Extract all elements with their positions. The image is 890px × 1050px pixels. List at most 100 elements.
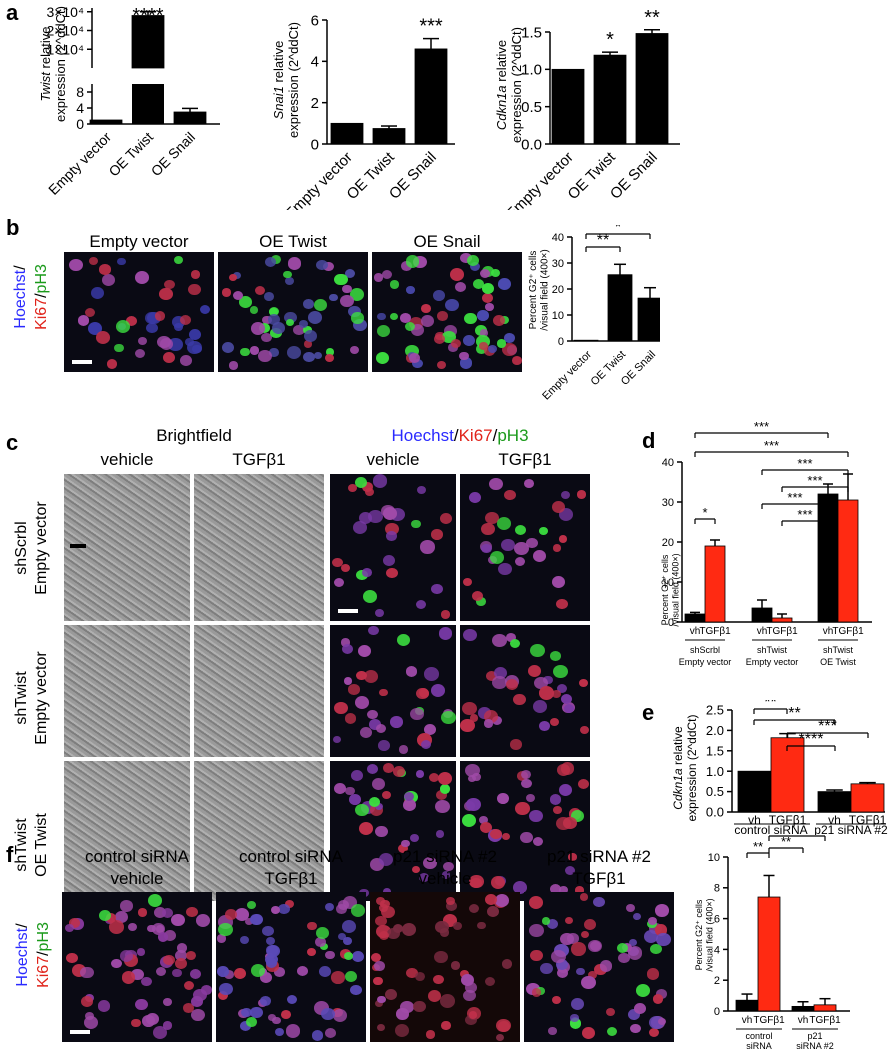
nucleus [325,1027,337,1038]
nucleus [254,285,266,295]
nucleus [329,293,338,301]
nucleus [581,1027,595,1040]
nucleus [570,809,584,822]
nucleus [307,310,322,324]
y-axis-tick-label: 1.0 [706,764,724,779]
nucleus [501,958,513,969]
group-label: shTwist [757,645,788,655]
brightfield-title: Brightfield [156,426,232,445]
series-label: TGFβ1 [809,1015,841,1026]
series-label: vh [742,1015,753,1026]
nucleus [266,945,278,956]
brightfield-image-r2c1 [64,625,190,757]
nucleus [405,322,416,332]
series-label: TGFβ1 [766,626,798,637]
brightfield-image-r3c1 [64,761,190,901]
nucleus [386,567,398,579]
group-label: Empty vector [679,657,732,667]
x-tick-label: Empty vector [45,129,114,198]
nucleus [506,633,517,643]
nucleus [381,269,392,279]
micrograph-b-oe-snail [372,252,522,372]
nucleus [315,927,330,940]
nucleus [216,934,227,943]
nucleus [440,710,456,724]
nucleus [66,952,78,963]
sig-bracket-label: *** [807,473,822,488]
nucleus [265,257,277,268]
bar-vh [735,999,759,1012]
nucleus [492,314,505,326]
nucleus [216,966,229,977]
nucleus [228,273,237,282]
bar-TGFβ1 [704,545,726,623]
nucleus [513,541,529,556]
sig-bracket-label: ** [753,839,763,854]
nucleus [374,915,387,927]
nucleus [444,298,460,312]
nucleus [134,348,146,359]
nucleus [137,908,148,917]
y-axis-tick-label: 6 [714,913,720,925]
bar-vh [684,613,706,623]
nucleus [106,359,118,369]
nucleus [441,871,451,879]
y-axis-tick-label: 10 [708,852,720,864]
nucleus [381,905,396,919]
nucleus [355,803,370,817]
nucleus [153,907,166,919]
nucleus [561,490,571,499]
nucleus [402,799,416,811]
nucleus [470,714,479,722]
bar-vh [751,607,773,623]
nucleus [332,557,343,568]
fluorescence-image-r1c4 [460,474,590,621]
nucleus [521,778,532,788]
nucleus [298,319,308,328]
y-axis-tick-label: 2 [311,95,319,112]
nucleus [460,718,475,732]
nucleus [497,517,512,531]
nucleus [377,995,386,1004]
nucleus [465,1014,477,1025]
nucleus [420,739,432,749]
y-axis-tick-label: 4 [311,54,319,71]
nucleus [593,896,605,908]
nucleus [162,1021,173,1031]
nucleus [469,875,484,888]
nucleus [303,340,313,349]
scale-bar [70,1030,90,1034]
nucleus [509,638,521,649]
x-tick-label: Empty vector [540,348,594,402]
nucleus [382,506,398,520]
nucleus [509,739,522,750]
sig-bracket-label: *** [764,438,779,453]
nucleus [354,695,370,709]
bar-TGFβ1 [837,499,859,623]
nucleus [190,996,204,1008]
nucleus [462,814,477,828]
nucleus [433,334,446,345]
nucleus [464,312,477,325]
nucleus [529,949,543,961]
nucleus [249,346,260,355]
nucleus [397,843,408,853]
y-axis-tick-label: 10 [552,310,564,322]
nucleus [163,930,177,942]
nucleus [342,284,353,294]
nucleus [490,876,506,890]
nucleus [84,307,96,318]
nucleus [98,909,112,921]
nucleus [174,949,188,962]
nucleus [155,966,167,977]
fluorescence-image-r1c3 [330,474,456,621]
nucleus [648,1028,659,1038]
nucleus [80,996,93,1007]
nucleus [281,1010,292,1019]
nucleus [303,299,314,309]
nucleus [341,643,354,655]
nucleus [234,907,250,921]
chart-cdkn1a-siRNA: Cdkn1a relative expression (2^ddCt) 0.0 0.5… [671,700,888,835]
nucleus [588,970,598,980]
nucleus [315,937,327,947]
